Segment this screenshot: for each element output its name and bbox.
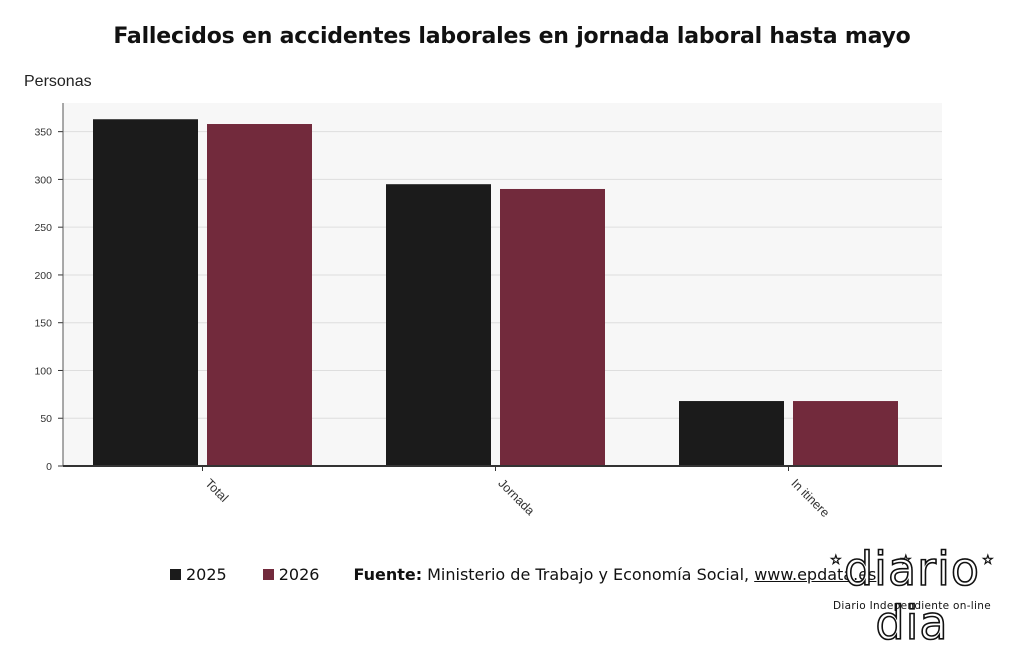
svg-text:☆: ☆ [982, 553, 994, 568]
bar-chart: 0 50 100 150 200 250 300 350 Total Jornada In iti… [34, 103, 942, 520]
legend-swatch [262, 568, 274, 580]
source-link[interactable]: www.epdata.es [754, 564, 877, 584]
x-tick-label: In itinere [788, 476, 832, 520]
y-tick-label: 150 [34, 318, 52, 330]
x-axis-ticks: Total Jornada In itinere [202, 466, 832, 520]
y-axis-label: Personas [24, 73, 92, 90]
legend-label: 2025 [186, 564, 227, 584]
svg-text:☆: ☆ [900, 553, 912, 568]
bar-2025-0[interactable] [93, 119, 198, 466]
x-tick-label: Total [202, 476, 231, 505]
bar-2026-2[interactable] [793, 401, 898, 466]
y-tick-label: 100 [34, 365, 52, 377]
chart-title: Fallecidos en accidentes laborales en jo… [113, 24, 911, 49]
y-tick-label: 50 [40, 413, 52, 425]
y-tick-label: 200 [34, 270, 52, 282]
source-note: Fuente: Ministerio de Trabajo y Economía … [353, 565, 876, 584]
bar-2025-2[interactable] [679, 401, 784, 466]
legend-item-2025[interactable]: 2025 [170, 565, 227, 584]
logo-wordmark: diario dia [843, 541, 980, 650]
y-tick-label: 300 [34, 174, 52, 186]
source-text: Ministerio de Trabajo y Economía Social, [427, 564, 750, 584]
diario-dia-logo: ☆ ☆ ☆ diario dia Diario Independiente on… [800, 541, 1024, 650]
y-tick-label: 350 [34, 127, 52, 139]
legend-swatch [170, 568, 181, 580]
bars [93, 119, 898, 466]
logo-stars-icon: ☆ ☆ ☆ [830, 553, 994, 568]
svg-text:☆: ☆ [830, 553, 842, 568]
bar-2026-0[interactable] [207, 124, 312, 466]
bar-2025-1[interactable] [386, 184, 491, 466]
x-tick-label: Jornada [495, 476, 537, 518]
legend-label: 2026 [278, 564, 320, 584]
bar-2026-1[interactable] [500, 188, 605, 466]
y-axis-ticks: 0 50 100 150 200 250 300 350 [34, 103, 64, 473]
source-label: Fuente: [353, 564, 423, 584]
legend-item-2026[interactable]: 2026 [262, 564, 320, 584]
y-tick-label: 0 [46, 461, 52, 473]
y-tick-label: 250 [34, 222, 52, 234]
logo-tagline: Diario Independiente on-line [833, 600, 991, 612]
legend: 2025 2026 Fuente: Ministerio de Trabajo y… [170, 562, 876, 586]
